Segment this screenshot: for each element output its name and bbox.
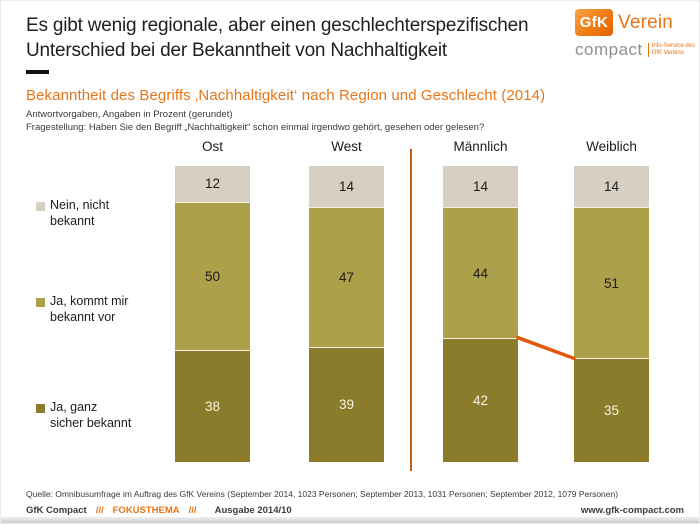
footer-issue: Ausgabe 2014/10 xyxy=(214,505,292,516)
segment-value-label: 42 xyxy=(472,392,489,408)
bar-column-3: Männlich 14 44 42 xyxy=(443,139,518,462)
footer-brand: GfK Compact xyxy=(26,505,87,516)
segment-middle: 50 xyxy=(175,201,250,350)
stacked-bar-chart: Ost 12 50 38 West 14 47 39 Männlich 14 44 42 Weiblic… xyxy=(1,139,699,484)
gfk-logo-icon: GfK xyxy=(575,9,613,36)
gfk-verein-logo: GfK Verein compact Info-Service des GfK … xyxy=(575,9,695,60)
segment-bottom: 39 xyxy=(309,346,384,462)
legend-swatch-icon xyxy=(36,297,45,307)
page-title: Es gibt wenig regionale, aber einen gesc… xyxy=(26,15,529,61)
segment-top: 14 xyxy=(443,166,518,208)
segment-middle: 47 xyxy=(309,207,384,347)
slide-bottom-shadow xyxy=(1,517,699,523)
footer-website: www.gfk-compact.com xyxy=(580,505,684,516)
logo-product-text: compact xyxy=(575,40,643,59)
segment-value-label: 39 xyxy=(338,397,355,413)
legend-item-3: Ja, ganz sicher bekannt xyxy=(36,400,131,431)
column-header: Ost xyxy=(201,139,223,154)
question-wording-note: Fragestellung: Haben Sie den Begriff „Na… xyxy=(26,122,485,133)
segment-value-label: 14 xyxy=(472,179,489,195)
segment-value-label: 14 xyxy=(338,179,355,195)
logo-org-text: Verein xyxy=(618,11,674,33)
segment-top: 14 xyxy=(309,166,384,208)
segment-value-label: 47 xyxy=(338,269,355,285)
legend-label: Ja, kommt mir bekannt vor xyxy=(50,294,129,324)
answer-options-note: Antwortvorgaben, Angaben in Prozent (ger… xyxy=(26,109,233,120)
legend-item-1: Nein, nicht bekannt xyxy=(36,198,109,229)
segment-bottom: 38 xyxy=(175,349,250,462)
segment-value-label: 12 xyxy=(204,176,221,192)
segment-middle: 51 xyxy=(574,207,649,359)
segment-value-label: 51 xyxy=(603,275,620,291)
chart-title: Bekanntheit des Begriffs ‚Nachhaltigkeit… xyxy=(26,87,546,104)
footer-separator-icon: /// xyxy=(95,505,104,516)
bar-column-2: West 14 47 39 xyxy=(309,139,384,462)
column-header: Männlich xyxy=(453,139,508,154)
region-gender-divider-line xyxy=(410,149,412,471)
column-header: West xyxy=(331,139,362,154)
source-note: Quelle: Omnibusumfrage im Auftrag des Gf… xyxy=(26,489,619,499)
segment-bottom: 35 xyxy=(574,358,649,462)
footer-separator-icon: /// xyxy=(188,505,197,516)
segment-bottom: 42 xyxy=(443,337,518,462)
segment-middle: 44 xyxy=(443,207,518,338)
segment-value-label: 35 xyxy=(603,403,620,419)
column-header: Weiblich xyxy=(586,139,637,154)
segment-top: 14 xyxy=(574,166,649,208)
legend-swatch-icon xyxy=(36,403,45,413)
bar-column-4: Weiblich 14 51 35 xyxy=(574,139,649,462)
segment-value-label: 50 xyxy=(204,268,221,284)
segment-value-label: 44 xyxy=(472,265,489,281)
legend-swatch-icon xyxy=(36,201,45,211)
segment-value-label: 14 xyxy=(603,179,620,195)
legend-label: Ja, ganz sicher bekannt xyxy=(50,400,132,430)
footer-topic: FOKUSTHEMA xyxy=(112,505,180,516)
legend-label: Nein, nicht bekannt xyxy=(50,198,110,228)
legend-item-2: Ja, kommt mir bekannt vor xyxy=(36,294,128,325)
segment-top: 12 xyxy=(175,166,250,202)
footer-bar: GfK Compact /// FOKUSTHEMA /// Ausgabe 2… xyxy=(26,505,684,516)
title-underline-dash xyxy=(26,70,49,74)
bar-column-1: Ost 12 50 38 xyxy=(175,139,250,462)
logo-tagline: Info-Service des GfK Vereins xyxy=(647,43,695,57)
segment-value-label: 38 xyxy=(204,398,221,414)
